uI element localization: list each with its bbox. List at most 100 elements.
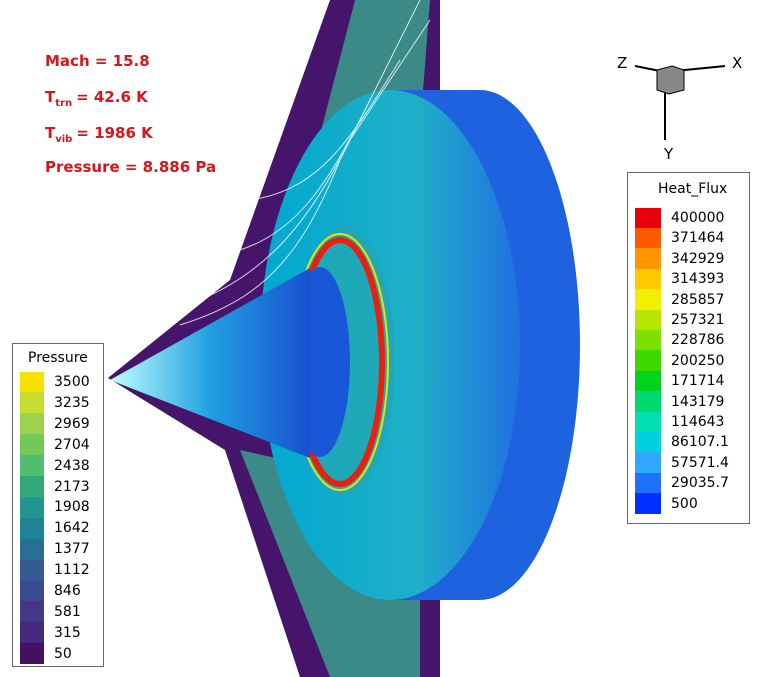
legend-swatch (20, 476, 44, 497)
legend-label: 228786 (671, 332, 725, 349)
legend-swatch (20, 517, 44, 539)
legend-row: 2704 (20, 434, 90, 456)
legend-row: 200250 (635, 350, 725, 372)
legend-label: 2438 (54, 457, 90, 474)
legend-label: 2173 (54, 478, 90, 495)
legend-label: 315 (54, 624, 81, 641)
pressure-legend: Pressure 3500 3235 2969 2704 2438 2173 1908 1642… (12, 343, 104, 667)
legend-label: 400000 (671, 210, 725, 226)
legend-row: 57571.4 (635, 452, 729, 474)
legend-row: 1642 (20, 517, 90, 539)
legend-swatch (20, 371, 44, 393)
heat-flux-legend: Heat_Flux 400000 371464 342929 314393 285857 2… (627, 172, 750, 524)
annotation: Ttrn = 42.6 K (45, 88, 148, 109)
legend-swatch (20, 455, 44, 477)
legend-swatch (635, 493, 661, 515)
legend-swatch (20, 413, 44, 435)
legend-label: 314393 (671, 271, 725, 288)
legend-label: 200250 (671, 352, 725, 369)
legend-row: 29035.7 (635, 472, 729, 494)
legend-label: 86107.1 (671, 434, 729, 451)
legend-label: 1377 (54, 541, 90, 558)
legend-row: 314393 (635, 268, 725, 290)
legend-title: Pressure (28, 350, 88, 366)
legend-label: 1112 (54, 562, 90, 579)
subscript: trn (55, 98, 73, 109)
annotation-text: = 42.6 K (76, 88, 148, 106)
legend-row: 315 (20, 622, 81, 644)
legend-row: 143179 (635, 391, 725, 413)
legend-swatch (20, 559, 44, 581)
legend-label: 57571.4 (671, 454, 729, 471)
legend-row: 400000 (635, 207, 725, 229)
legend-swatch (635, 207, 661, 229)
legend-row: 2969 (20, 413, 90, 435)
annotation-text: = 1986 K (76, 124, 153, 142)
legend-label: 3500 (54, 374, 90, 390)
legend-row: 257321 (635, 309, 725, 331)
legend-swatch (635, 309, 661, 331)
legend-label: 581 (54, 603, 81, 620)
legend-row: 371464 (635, 227, 725, 249)
legend-label: 500 (671, 495, 698, 512)
legend-row: 846 (20, 580, 81, 602)
legend-row: 50 (20, 643, 72, 665)
legend-label: 2969 (54, 415, 90, 432)
legend-swatch (635, 472, 661, 494)
legend-row: 3235 (20, 392, 90, 414)
legend-swatch (20, 622, 44, 644)
legend-row: 342929 (635, 248, 725, 270)
legend-swatch (635, 370, 661, 392)
legend-swatch (635, 289, 661, 311)
legend-swatch (635, 329, 661, 351)
axis-label: Y (664, 145, 674, 163)
legend-swatch (635, 268, 661, 290)
legend-row: 2438 (20, 455, 90, 477)
legend-swatch (635, 452, 661, 474)
legend-swatch (635, 411, 661, 433)
legend-label: 29035.7 (671, 475, 729, 492)
symbol: T (45, 88, 56, 106)
legend-swatch (20, 601, 44, 623)
annotation-text: Pressure = 8.886 Pa (45, 158, 217, 176)
symbol: T (45, 124, 56, 142)
legend-label: 3235 (54, 394, 90, 411)
legend-label: 257321 (671, 312, 725, 328)
legend-row: 581 (20, 601, 81, 623)
legend-title: Heat_Flux (658, 181, 728, 197)
legend-row: 171714 (635, 370, 725, 392)
legend-label: 371464 (671, 230, 725, 247)
legend-row: 3500 (20, 371, 90, 393)
legend-swatch (20, 392, 44, 414)
legend-row: 1908 (20, 496, 90, 518)
legend-label: 285857 (671, 291, 725, 308)
legend-label: 114643 (671, 414, 725, 430)
legend-row: 500 (635, 493, 698, 515)
legend-row: 2173 (20, 476, 90, 497)
legend-swatch (635, 350, 661, 372)
legend-label: 50 (54, 645, 72, 662)
legend-swatch (20, 643, 44, 665)
annotation: Tvib = 1986 K (45, 124, 153, 145)
legend-row: 114643 (635, 411, 725, 433)
legend-row: 285857 (635, 289, 725, 311)
legend-swatch (20, 496, 44, 518)
annotation: Pressure = 8.886 Pa (45, 158, 216, 176)
legend-row: 86107.1 (635, 431, 729, 453)
axis-label: Z (617, 54, 628, 72)
legend-label: 1642 (54, 520, 90, 537)
legend-row: 228786 (635, 329, 725, 351)
legend-label: 2704 (54, 436, 90, 453)
axis-label: X (732, 54, 743, 72)
legend-label: 143179 (671, 393, 725, 410)
legend-label: 171714 (671, 373, 725, 390)
legend-swatch (635, 391, 661, 413)
legend-swatch (20, 434, 44, 456)
legend-row: 1112 (20, 559, 90, 581)
legend-label: 342929 (671, 250, 725, 267)
legend-swatch (20, 538, 44, 560)
annotation: Mach = 15.8 (45, 52, 150, 70)
legend-swatch (635, 248, 661, 270)
